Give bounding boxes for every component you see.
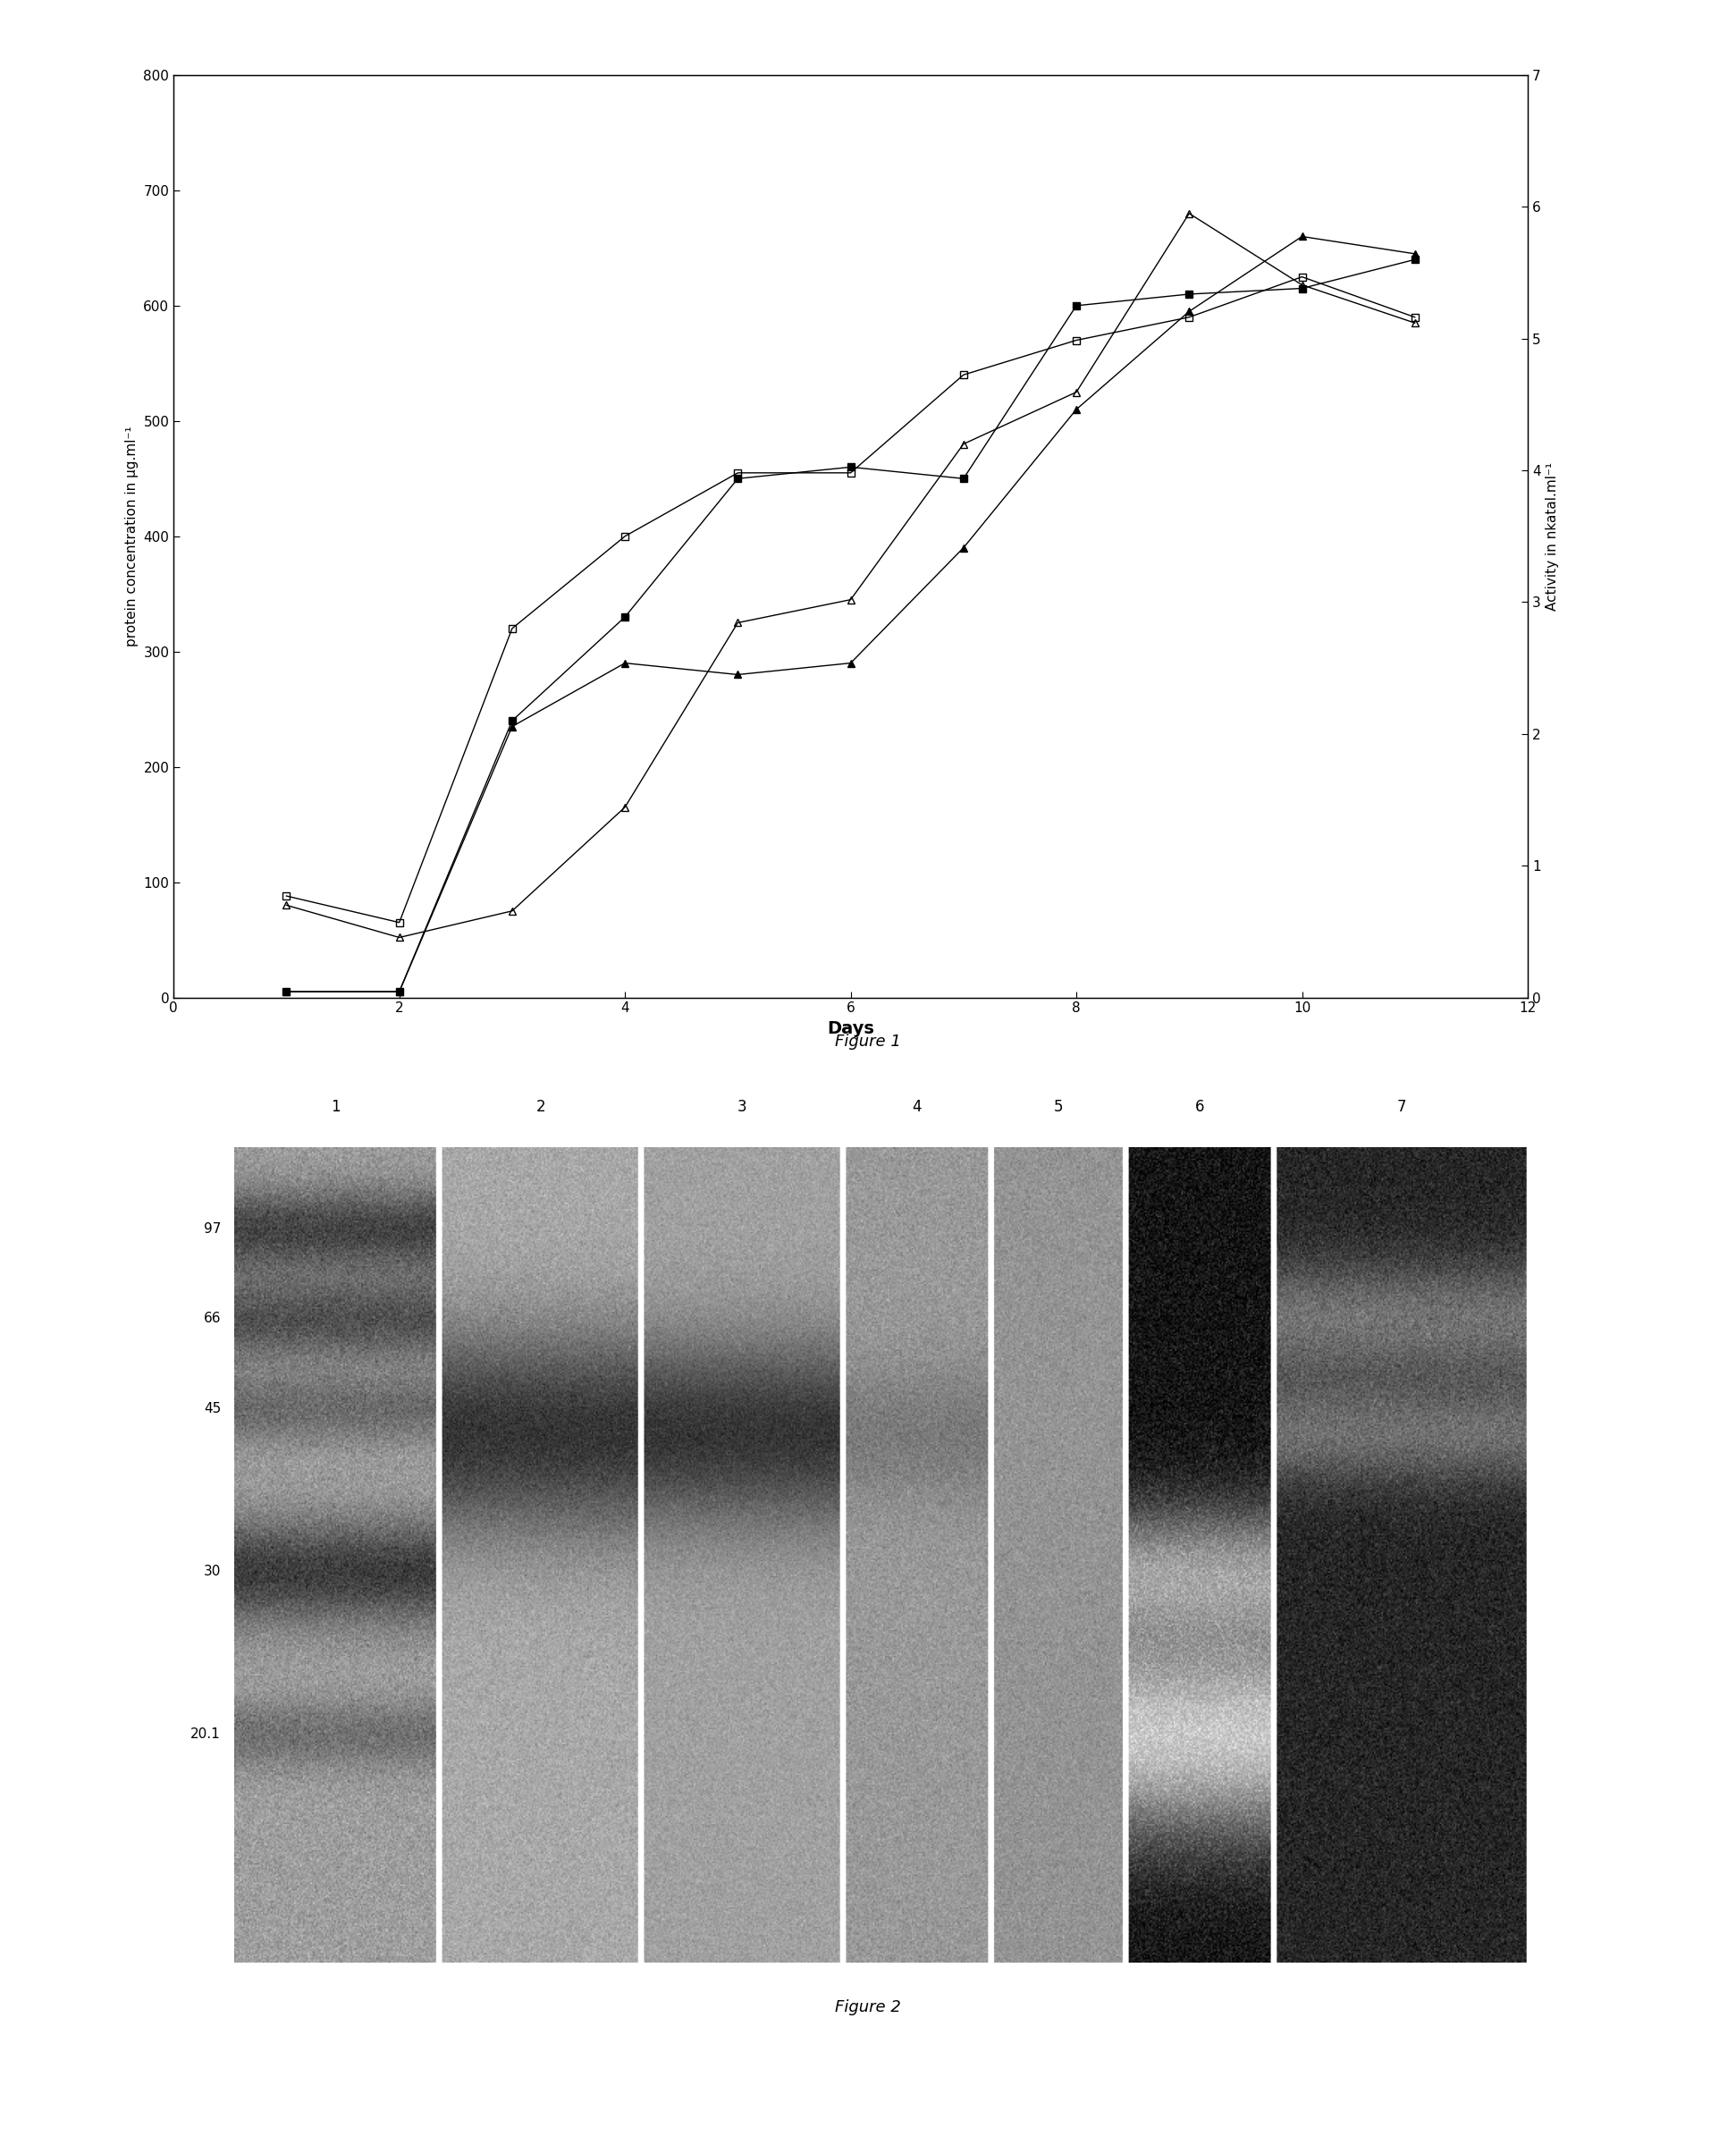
Text: 5: 5 [1054, 1098, 1062, 1115]
Text: 66: 66 [203, 1313, 220, 1326]
Text: Figure 1: Figure 1 [835, 1034, 901, 1051]
Text: 3: 3 [738, 1098, 746, 1115]
Y-axis label: Activity in nkatal.ml⁻¹: Activity in nkatal.ml⁻¹ [1545, 461, 1559, 611]
Text: Figure 2: Figure 2 [835, 1999, 901, 2016]
Text: 7: 7 [1397, 1098, 1406, 1115]
Text: 2: 2 [536, 1098, 545, 1115]
Text: 97: 97 [203, 1223, 220, 1236]
X-axis label: Days: Days [826, 1021, 875, 1038]
Text: 45: 45 [203, 1401, 220, 1416]
Text: 4: 4 [913, 1098, 922, 1115]
Text: 1: 1 [330, 1098, 340, 1115]
Text: 6: 6 [1194, 1098, 1205, 1115]
Text: 30: 30 [203, 1564, 220, 1579]
Text: 20.1: 20.1 [191, 1727, 220, 1742]
Y-axis label: protein concentration in µg.ml⁻¹: protein concentration in µg.ml⁻¹ [125, 427, 139, 646]
